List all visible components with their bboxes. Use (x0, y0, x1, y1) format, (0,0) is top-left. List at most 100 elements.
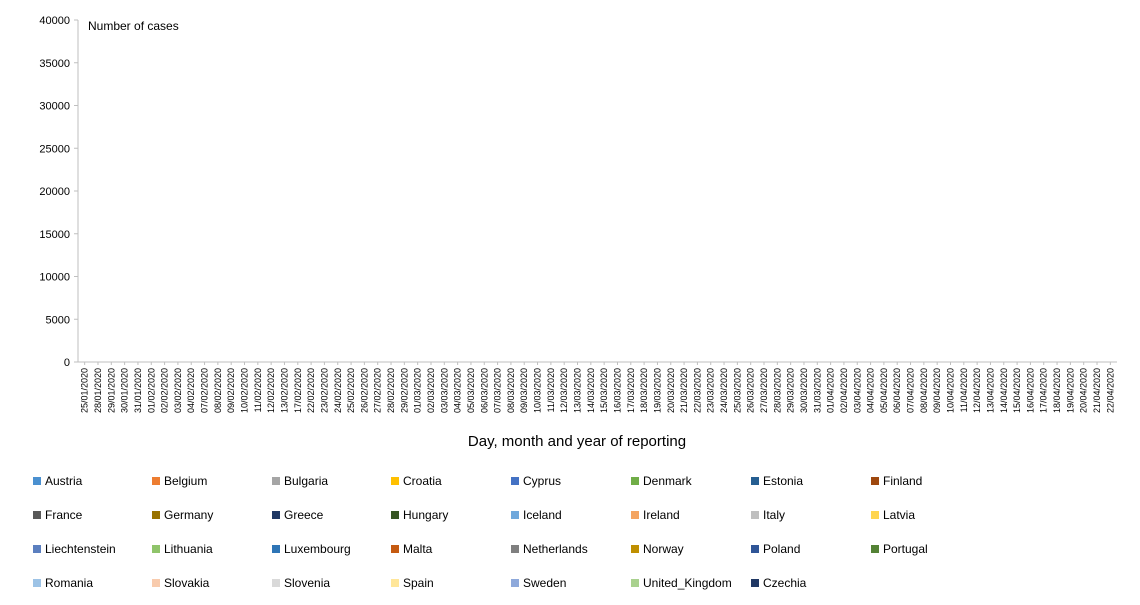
x-tick-label: 20/03/2020 (666, 368, 676, 413)
legend-item: Slovenia (272, 576, 330, 590)
legend-label: United_Kingdom (643, 576, 732, 590)
legend-item: Malta (391, 542, 433, 556)
x-tick-label: 12/03/2020 (559, 368, 569, 413)
y-tick-label: 20000 (39, 186, 70, 198)
legend-swatch (272, 511, 280, 519)
legend-label: Portugal (883, 542, 928, 556)
legend-label: Sweden (523, 576, 566, 590)
x-tick-label: 23/03/2020 (706, 368, 716, 413)
legend-label: Slovenia (284, 576, 330, 590)
x-tick-label: 29/02/2020 (399, 368, 409, 413)
legend-item: Denmark (631, 474, 693, 488)
x-tick-label: 07/04/2020 (906, 368, 916, 413)
y-tick-label: 25000 (39, 143, 70, 155)
x-tick-label: 27/02/2020 (373, 368, 383, 413)
legend-label: Germany (164, 508, 213, 522)
x-tick-label: 31/03/2020 (812, 368, 822, 413)
legend-item: Estonia (751, 474, 803, 488)
legend-item: Czechia (751, 576, 807, 590)
x-tick-label: 22/02/2020 (306, 368, 316, 413)
legend-item: Slovakia (152, 576, 210, 590)
x-tick-label: 11/03/2020 (546, 368, 556, 412)
legend-item: Belgium (152, 474, 207, 488)
x-tick-label: 09/03/2020 (519, 368, 529, 413)
x-tick-label: 12/02/2020 (266, 368, 276, 413)
x-tick-label: 30/03/2020 (799, 368, 809, 413)
legend-label: Ireland (643, 508, 680, 522)
x-tick-label: 25/01/2020 (80, 368, 90, 413)
x-tick-label: 22/03/2020 (692, 368, 702, 413)
legend-item: Lithuania (152, 542, 213, 556)
legend-swatch (272, 477, 280, 485)
y-tick-label: 35000 (39, 58, 70, 70)
legend-item: Luxembourg (272, 542, 351, 556)
x-tick-label: 05/03/2020 (466, 368, 476, 413)
x-tick-label: 09/04/2020 (932, 368, 942, 413)
x-tick-label: 18/04/2020 (1052, 368, 1062, 413)
x-tick-label: 29/01/2020 (106, 368, 116, 413)
legend-label: Poland (763, 542, 800, 556)
legend-label: Spain (403, 576, 434, 590)
legend-item: Germany (152, 508, 213, 522)
y-tick-label: 10000 (39, 272, 70, 284)
legend-item: Italy (751, 508, 785, 522)
x-tick-label: 02/04/2020 (839, 368, 849, 413)
legend-swatch (631, 545, 639, 553)
x-tick-label: 03/04/2020 (852, 368, 862, 413)
x-tick-label: 12/04/2020 (972, 368, 982, 413)
legend-item: United_Kingdom (631, 576, 732, 590)
legend: Austria Belgium Bulgaria Croatia Cyprus Denma… (33, 474, 928, 590)
x-tick-label: 16/04/2020 (1025, 368, 1035, 413)
legend-swatch (391, 477, 399, 485)
legend-label: Belgium (164, 474, 207, 488)
x-tick-label: 07/03/2020 (493, 368, 503, 413)
x-tick-label: 02/03/2020 (426, 368, 436, 413)
legend-swatch (511, 477, 519, 485)
legend-swatch (33, 477, 41, 485)
x-tick-label: 31/01/2020 (133, 368, 143, 413)
legend-label: Greece (284, 508, 324, 522)
x-tick-label: 21/04/2020 (1092, 368, 1102, 413)
legend-label: Norway (643, 542, 684, 556)
legend-item: Hungary (391, 508, 448, 522)
x-tick-label: 28/02/2020 (386, 368, 396, 413)
x-tick-label: 04/03/2020 (453, 368, 463, 413)
x-tick-label: 21/03/2020 (679, 368, 689, 413)
legend-item: Latvia (871, 508, 915, 522)
x-tick-label: 09/02/2020 (226, 368, 236, 413)
y-tick-label: 40000 (39, 15, 70, 27)
legend-swatch (152, 477, 160, 485)
x-tick-label: 11/02/2020 (253, 368, 263, 412)
x-tick-label: 13/03/2020 (573, 368, 583, 413)
x-tick-label: 01/04/2020 (826, 368, 836, 413)
legend-item: Iceland (511, 508, 562, 522)
y-axis-label: Number of cases (88, 19, 179, 33)
legend-label: Croatia (403, 474, 442, 488)
x-tick-label: 28/01/2020 (93, 368, 103, 413)
legend-swatch (751, 545, 759, 553)
x-tick-label: 15/03/2020 (599, 368, 609, 413)
x-tick-label: 22/04/2020 (1105, 368, 1115, 413)
x-tick-label: 04/04/2020 (866, 368, 876, 413)
x-tick-label: 17/04/2020 (1039, 368, 1049, 413)
x-tick-label: 08/03/2020 (506, 368, 516, 413)
x-tick-label: 20/04/2020 (1079, 368, 1089, 413)
legend-swatch (631, 477, 639, 485)
x-tick-label: 29/03/2020 (786, 368, 796, 413)
x-tick-label: 13/02/2020 (279, 368, 289, 413)
legend-swatch (152, 579, 160, 587)
x-tick-label: 30/01/2020 (120, 368, 130, 413)
legend-item: Bulgaria (272, 474, 328, 488)
legend-item: Romania (33, 576, 93, 590)
legend-item: Norway (631, 542, 684, 556)
legend-label: Netherlands (523, 542, 588, 556)
legend-label: Austria (45, 474, 83, 488)
x-tick-label: 05/04/2020 (879, 368, 889, 413)
x-tick-label: 19/03/2020 (652, 368, 662, 413)
x-tick-label: 23/02/2020 (319, 368, 329, 413)
legend-label: Finland (883, 474, 922, 488)
x-tick-label: 03/03/2020 (439, 368, 449, 413)
x-tick-label: 11/04/2020 (959, 368, 969, 412)
y-tick-label: 30000 (39, 101, 70, 113)
legend-swatch (511, 511, 519, 519)
